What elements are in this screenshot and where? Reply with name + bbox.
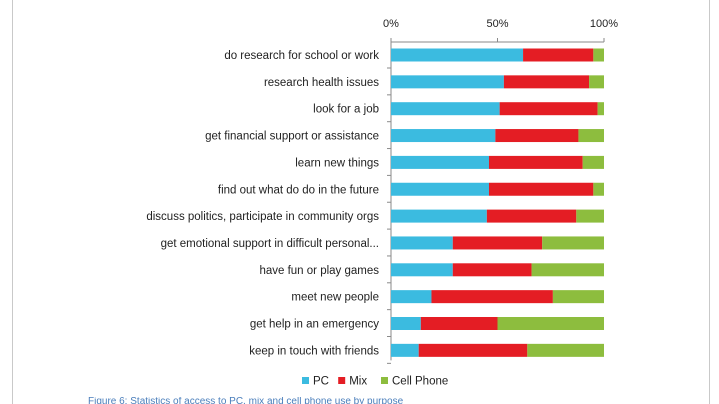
bar-cell-phone bbox=[542, 236, 604, 250]
legend-swatch-pc bbox=[302, 377, 309, 384]
page-right-border bbox=[709, 0, 710, 404]
legend-label-pc: PC bbox=[313, 376, 329, 388]
x-tick-label: 50% bbox=[486, 18, 508, 30]
bar-cell-phone bbox=[593, 48, 604, 62]
bar-cell-phone bbox=[531, 263, 604, 277]
category-label: get help in an emergency bbox=[250, 319, 379, 331]
bar-pc bbox=[391, 155, 489, 169]
category-label: discuss politics, participate in communi… bbox=[146, 211, 379, 223]
bar-pc bbox=[391, 129, 496, 143]
bar-cell-phone bbox=[552, 290, 604, 304]
category-label: find out what do do in the future bbox=[218, 184, 379, 196]
bar-cell-phone bbox=[576, 209, 604, 223]
category-label: look for a job bbox=[313, 104, 379, 116]
bar-pc bbox=[391, 182, 489, 196]
bar-mix bbox=[488, 182, 594, 196]
category-label: keep in touch with friends bbox=[249, 345, 379, 357]
category-label: get financial support or assistance bbox=[205, 131, 379, 143]
bar-mix bbox=[503, 75, 590, 89]
bar-pc bbox=[391, 343, 419, 357]
bar-pc bbox=[391, 236, 453, 250]
bar-pc bbox=[391, 75, 504, 89]
bar-pc bbox=[391, 317, 421, 330]
category-label: meet new people bbox=[291, 292, 379, 304]
bar-cell-phone bbox=[578, 129, 604, 143]
page-left-border bbox=[12, 0, 13, 404]
figure-caption: Figure 6: Statistics of access to PC, mi… bbox=[88, 397, 404, 404]
x-tick-label: 100% bbox=[590, 18, 618, 30]
legend-swatch-cell-phone bbox=[381, 377, 388, 384]
bar-cell-phone bbox=[527, 343, 604, 357]
bar-mix bbox=[452, 236, 543, 250]
bar-pc bbox=[391, 209, 487, 223]
bar-cell-phone bbox=[593, 182, 604, 196]
bar-cell-phone bbox=[589, 75, 604, 89]
bar-cell-phone bbox=[582, 155, 604, 169]
bar-cell-phone bbox=[497, 317, 604, 330]
legend-label-mix: Mix bbox=[349, 376, 367, 388]
category-label: have fun or play games bbox=[259, 265, 379, 277]
x-tick-label: 0% bbox=[383, 18, 399, 30]
legend-label-cell-phone: Cell Phone bbox=[392, 376, 448, 388]
bar-mix bbox=[495, 129, 579, 143]
bar-pc bbox=[391, 48, 524, 62]
bar-cell-phone bbox=[597, 102, 604, 116]
bar-mix bbox=[418, 343, 528, 357]
category-label: get emotional support in difficult perso… bbox=[161, 238, 379, 250]
legend-swatch-mix bbox=[338, 377, 346, 384]
bar-mix bbox=[486, 209, 577, 223]
bar-mix bbox=[420, 317, 498, 330]
bar-mix bbox=[452, 263, 532, 277]
category-label: learn new things bbox=[295, 157, 379, 169]
bar-mix bbox=[431, 290, 553, 304]
category-label: do research for school or work bbox=[224, 50, 379, 62]
category-label: research health issues bbox=[264, 77, 379, 89]
bar-pc bbox=[391, 102, 500, 116]
bar-mix bbox=[523, 48, 594, 62]
bar-mix bbox=[488, 155, 583, 169]
bar-pc bbox=[391, 263, 453, 277]
bar-pc bbox=[391, 290, 432, 304]
bar-mix bbox=[499, 102, 598, 116]
